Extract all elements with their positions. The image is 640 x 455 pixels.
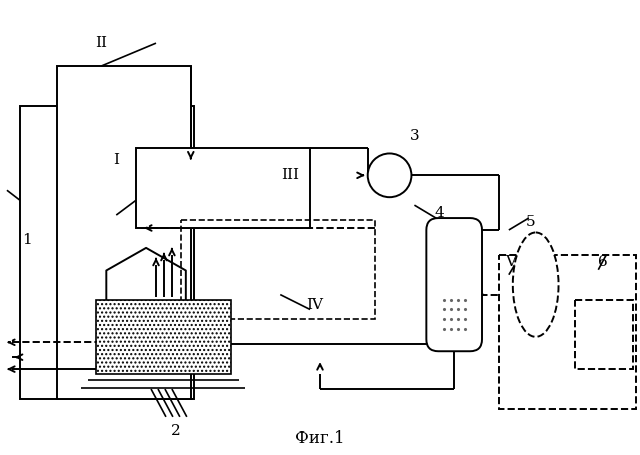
Text: II: II [95,36,108,50]
Bar [56,66,191,399]
Text: 4: 4 [435,206,444,220]
Bar [181,220,374,319]
Text: III: III [281,168,299,182]
Bar [575,299,633,369]
Bar [20,106,194,399]
Text: I: I [113,153,119,167]
Text: 1: 1 [22,233,31,247]
Text: IV: IV [307,298,324,312]
Text: 6: 6 [598,255,608,269]
Text: 2: 2 [171,424,180,438]
Bar [499,255,636,409]
Text: Фиг.1: Фиг.1 [295,430,345,447]
FancyBboxPatch shape [426,218,482,351]
Text: 3: 3 [410,129,419,142]
Ellipse shape [513,233,559,337]
Text: V: V [506,255,516,269]
Bar [136,148,310,228]
Bar [97,299,230,374]
Circle shape [368,153,412,197]
Text: 5: 5 [526,215,536,229]
